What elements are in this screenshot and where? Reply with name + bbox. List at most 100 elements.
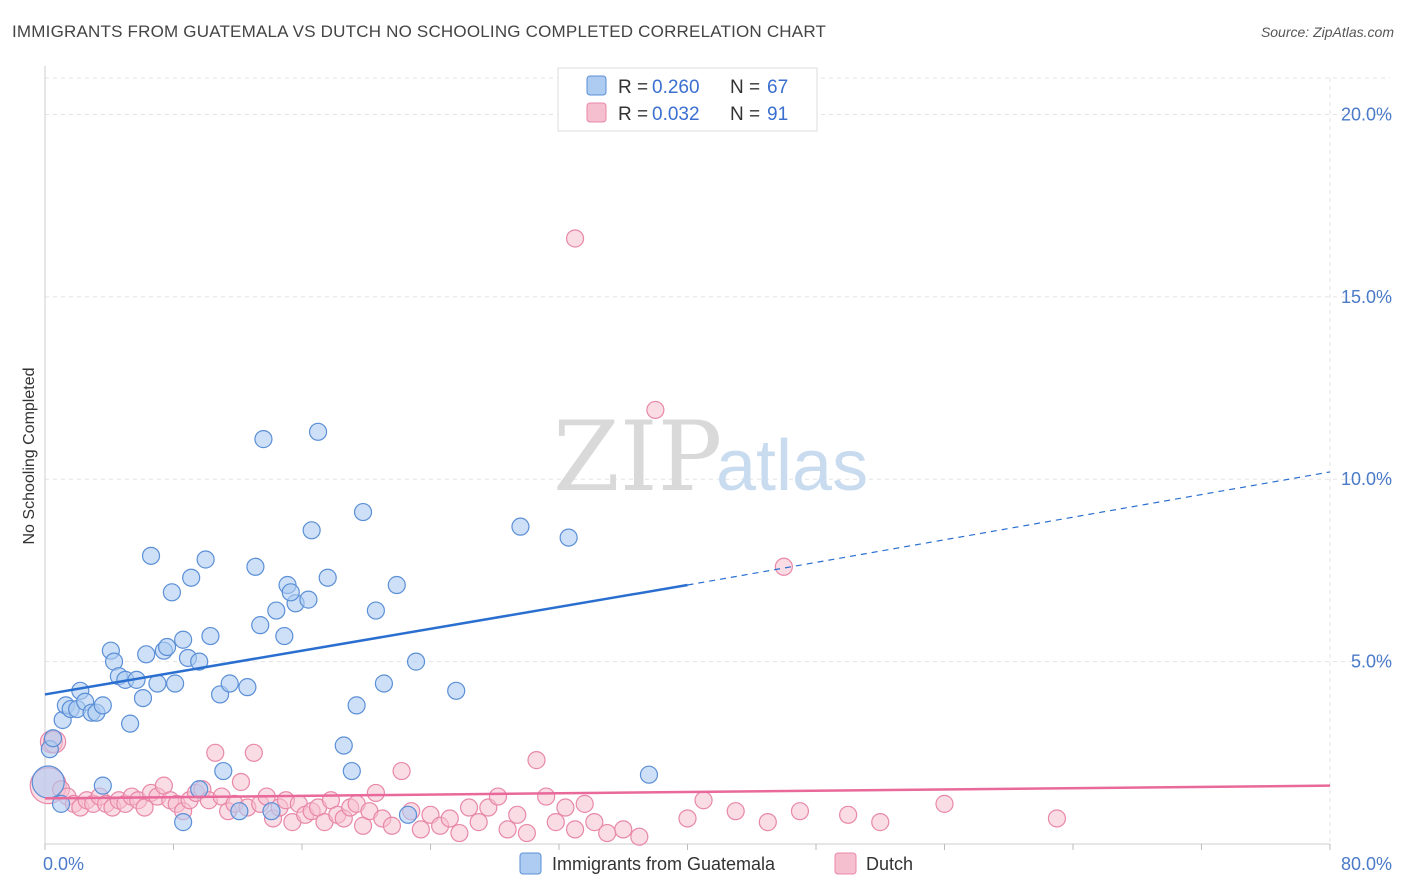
guatemala-point bbox=[196, 550, 215, 569]
guatemala-point bbox=[334, 736, 353, 755]
guatemala-point bbox=[254, 430, 273, 449]
dutch-point bbox=[517, 823, 536, 843]
guatemala-point bbox=[302, 521, 321, 540]
dutch-point bbox=[839, 805, 858, 824]
bottom-legend-swatch-pink bbox=[834, 852, 857, 875]
guatemala-point bbox=[190, 780, 209, 799]
guatemala-point bbox=[190, 652, 209, 671]
y-axis-title: No Schooling Completed bbox=[21, 368, 38, 545]
dutch-point bbox=[935, 794, 954, 813]
guatemala-point bbox=[121, 714, 140, 733]
dutch-point bbox=[469, 813, 488, 832]
dutch-point bbox=[231, 772, 251, 792]
guatemala-point bbox=[318, 568, 337, 587]
guatemala-point bbox=[93, 696, 112, 715]
guatemala-point bbox=[398, 805, 418, 824]
dutch-point bbox=[382, 816, 402, 835]
dutch-point bbox=[646, 400, 665, 420]
y-tick-label: 10.0% bbox=[1341, 469, 1392, 489]
guatemala-point bbox=[511, 517, 530, 536]
chart-title: IMMIGRANTS FROM GUATEMALA VS DUTCH NO SC… bbox=[12, 22, 827, 41]
guatemala-point bbox=[201, 626, 220, 646]
guatemala-point bbox=[31, 765, 65, 799]
dutch-point bbox=[1047, 809, 1067, 828]
dutch-point bbox=[459, 798, 479, 817]
bottom-legend: Immigrants from Guatemala Dutch bbox=[519, 852, 913, 875]
guatemala-point bbox=[374, 674, 394, 693]
dutch-point bbox=[758, 813, 777, 832]
dutch-point bbox=[498, 820, 517, 839]
guatemala-point bbox=[347, 696, 366, 715]
dutch-point bbox=[411, 820, 430, 839]
legend-r-label: R = bbox=[618, 77, 648, 98]
legend-n-value: 91 bbox=[767, 104, 788, 125]
watermark-zip: ZIP bbox=[553, 401, 722, 513]
axis-layer bbox=[44, 66, 1331, 850]
guatemala-point bbox=[387, 575, 406, 595]
guatemala-point bbox=[141, 546, 161, 565]
guatemala-point bbox=[174, 630, 193, 649]
dutch-point bbox=[450, 823, 469, 843]
x-tick-label: 0.0% bbox=[43, 854, 84, 874]
guatemala-point bbox=[342, 761, 361, 781]
guatemala-point bbox=[639, 765, 659, 784]
dutch-point bbox=[537, 787, 556, 806]
x-tick-label: 80.0% bbox=[1341, 854, 1392, 874]
dutch-point bbox=[508, 805, 527, 824]
dutch-point bbox=[678, 809, 697, 828]
guatemala-point bbox=[214, 761, 233, 781]
guatemala-point bbox=[51, 794, 71, 813]
guatemala-point bbox=[366, 601, 385, 620]
dutch-points bbox=[29, 229, 1067, 846]
dutch-point bbox=[598, 823, 617, 843]
legend-n-label: N = bbox=[730, 77, 760, 98]
legend-r-value: 0.032 bbox=[652, 104, 700, 125]
y-tick-label: 5.0% bbox=[1351, 652, 1392, 672]
legend: R = 0.260 N = 67 R = 0.032 N = 91 bbox=[557, 67, 818, 132]
guatemala-point bbox=[162, 583, 181, 602]
y-tick-label: 15.0% bbox=[1341, 287, 1392, 307]
guatemala-point bbox=[166, 674, 185, 693]
guatemala-point bbox=[406, 652, 426, 671]
dutch-point bbox=[244, 743, 263, 762]
tick-labels: 5.0% 10.0% 15.0% 20.0% 0.0% 80.0% bbox=[43, 104, 1392, 874]
legend-r-value: 0.260 bbox=[652, 77, 700, 98]
dutch-point bbox=[556, 798, 575, 817]
dutch-point bbox=[565, 229, 585, 248]
guatemala-point bbox=[262, 802, 281, 821]
dutch-point bbox=[546, 813, 565, 832]
guatemala-point bbox=[308, 422, 328, 441]
dutch-point bbox=[366, 783, 385, 803]
legend-r-label: R = bbox=[618, 104, 648, 125]
guatemala-point bbox=[275, 626, 294, 646]
guatemala-point bbox=[137, 645, 156, 664]
dutch-point bbox=[774, 557, 793, 576]
legend-swatch-pink bbox=[586, 102, 607, 123]
guatemala-point bbox=[281, 583, 300, 602]
dutch-point bbox=[488, 787, 508, 806]
guatemala-points bbox=[31, 422, 659, 832]
dutch-trend-line bbox=[44, 784, 1331, 800]
bottom-legend-swatch-blue bbox=[519, 852, 542, 875]
guatemala-point bbox=[559, 528, 578, 547]
y-tick-label: 20.0% bbox=[1341, 104, 1392, 124]
dutch-point bbox=[565, 820, 585, 839]
guatemala-point bbox=[133, 688, 153, 708]
guatemala-point bbox=[447, 681, 466, 700]
dutch-point bbox=[871, 813, 890, 832]
trend-lines bbox=[44, 471, 1331, 800]
guatemala-trend-extension bbox=[687, 471, 1331, 586]
guatemala-point bbox=[220, 674, 239, 693]
guatemala-point bbox=[353, 502, 373, 522]
legend-swatch-blue bbox=[586, 75, 607, 96]
guatemala-point bbox=[182, 568, 201, 587]
dutch-point bbox=[585, 813, 604, 832]
guatemala-point bbox=[246, 557, 265, 576]
dutch-point bbox=[614, 820, 633, 839]
dutch-point bbox=[392, 761, 411, 781]
watermark-atlas: atlas bbox=[716, 426, 868, 506]
guatemala-point bbox=[251, 616, 270, 635]
dutch-point bbox=[440, 809, 459, 828]
guatemala-trend-line bbox=[44, 583, 688, 696]
